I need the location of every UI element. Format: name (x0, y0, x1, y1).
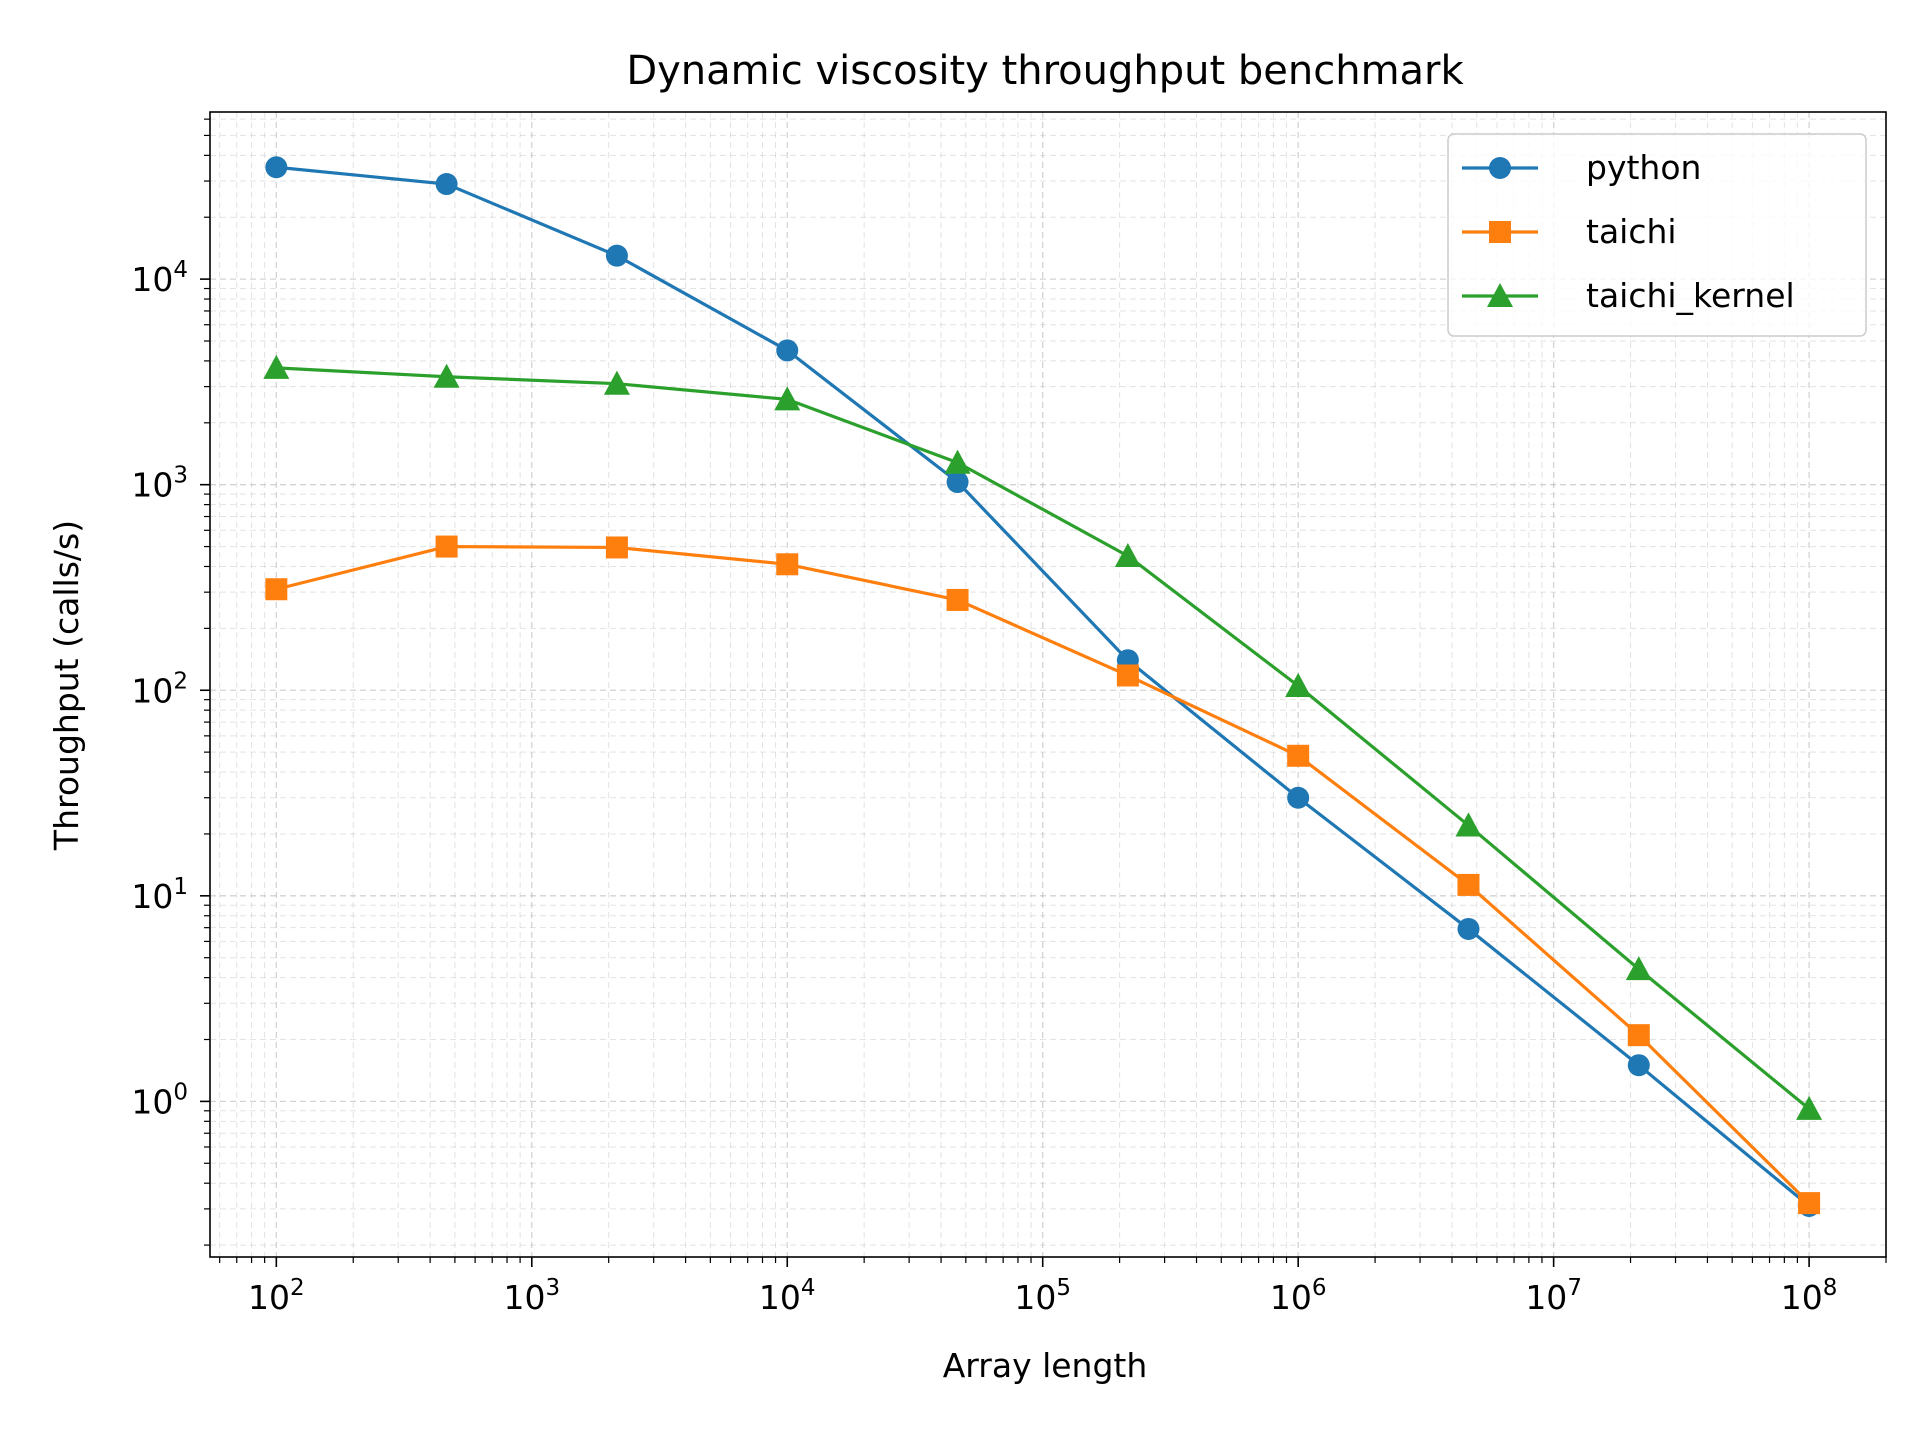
series-line-taichi (275, 544, 1811, 1205)
x-tick-label: 108 (1781, 1275, 1838, 1317)
y-axis-title: Throughput (calls/s) (47, 520, 86, 851)
data-point-taichi_kernel (1285, 672, 1312, 697)
axis-ticks: 102 103 104 105 106 107 108 100 101 102 103 104 (131, 118, 1887, 1317)
data-point-taichi (605, 536, 628, 559)
x-tick-label: 102 (248, 1275, 305, 1317)
grid (210, 112, 1887, 1257)
data-point-taichi_kernel (1455, 812, 1482, 837)
data-point-taichi (265, 578, 288, 601)
legend-label: taichi_kernel (1586, 276, 1795, 315)
legend: python taichi taichi_kernel (1447, 133, 1867, 337)
x-axis-title: Array length (943, 1346, 1148, 1385)
series-taichi (265, 535, 1821, 1215)
data-point-taichi_kernel (774, 386, 801, 411)
data-point-taichi (946, 588, 969, 611)
y-tick-label: 103 (131, 463, 188, 505)
data-point-python (1627, 1054, 1650, 1077)
data-point-taichi (1287, 744, 1310, 767)
y-tick-label: 100 (131, 1079, 188, 1121)
legend-label: python (1586, 148, 1701, 187)
series-line-taichi_kernel (276, 366, 1811, 1111)
data-point-python (435, 173, 458, 196)
x-tick-label: 104 (759, 1275, 816, 1317)
data-point-taichi_kernel (263, 354, 290, 379)
data-point-python (946, 471, 969, 494)
y-tick-label: 104 (131, 257, 188, 299)
data-point-taichi_kernel (1625, 956, 1652, 981)
legend-item-taichi: taichi (1462, 212, 1677, 251)
legend-marker (1489, 157, 1511, 179)
data-point-python (776, 339, 799, 362)
legend-marker (1487, 283, 1513, 308)
series-taichi_kernel (263, 354, 1823, 1120)
data-point-taichi_kernel (1114, 542, 1141, 568)
legend-item-python: python (1462, 148, 1701, 187)
legend-box (1447, 133, 1867, 337)
data-point-taichi (435, 535, 458, 558)
data-point-taichi_kernel (603, 370, 630, 395)
x-tick-label: 105 (1014, 1275, 1071, 1317)
legend-marker (1489, 221, 1511, 243)
data-point-taichi_kernel (433, 363, 460, 388)
data-point-python (1287, 786, 1310, 809)
x-tick-label: 107 (1525, 1275, 1582, 1317)
plot-series (263, 156, 1823, 1217)
legend-item-taichi_kernel: taichi_kernel (1462, 276, 1795, 315)
y-tick-label: 102 (131, 668, 188, 710)
data-point-python (1457, 917, 1480, 940)
plot-frame (209, 111, 1887, 1258)
data-point-taichi (1457, 873, 1480, 896)
data-point-taichi (1627, 1024, 1650, 1047)
data-point-python (265, 156, 288, 179)
series-line-python (276, 165, 1811, 1208)
y-tick-label: 101 (131, 874, 188, 916)
legend-label: taichi (1586, 212, 1677, 251)
x-tick-label: 103 (503, 1275, 560, 1317)
data-point-taichi_kernel (1796, 1095, 1823, 1120)
data-point-taichi_kernel (944, 449, 971, 474)
data-point-taichi (1798, 1192, 1821, 1215)
data-point-taichi (776, 553, 799, 576)
x-tick-label: 106 (1270, 1275, 1327, 1317)
data-point-python (605, 244, 628, 267)
chart-title: Dynamic viscosity throughput benchmark (626, 48, 1464, 94)
data-point-taichi (1116, 664, 1139, 687)
